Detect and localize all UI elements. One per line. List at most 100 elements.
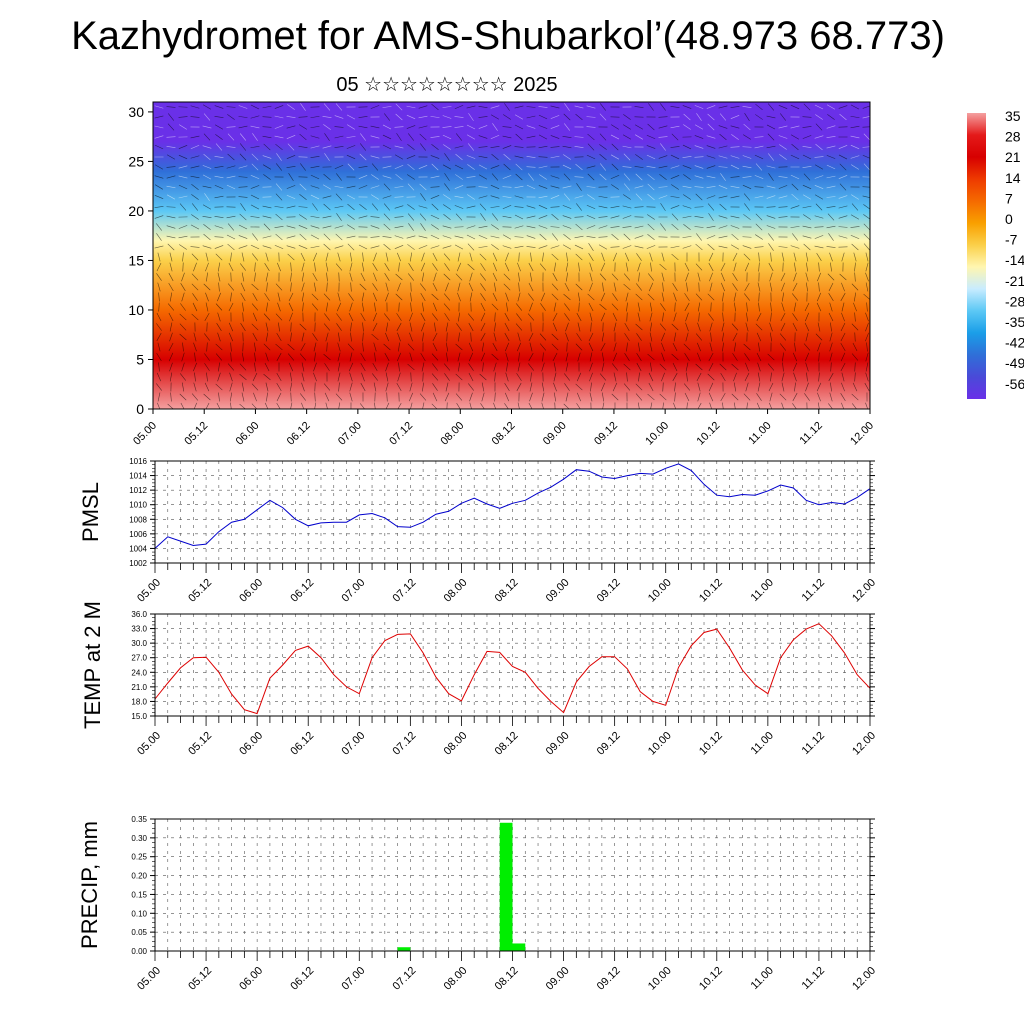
wind-barb — [228, 322, 234, 332]
wind-barb — [311, 293, 319, 301]
wind-barb — [563, 123, 571, 131]
y-tick-label: 0.30 — [131, 834, 147, 843]
wind-barb — [838, 175, 848, 179]
wind-barb — [706, 145, 716, 149]
wind-barb — [766, 124, 776, 130]
wind-barb — [841, 402, 845, 409]
wind-barb — [432, 263, 438, 271]
wind-barb — [694, 206, 704, 208]
wind-barb — [337, 292, 341, 302]
colorbar-label: -7 — [1005, 232, 1018, 248]
wind-barb — [398, 362, 400, 372]
wind-barb — [335, 233, 343, 241]
wind-barb — [550, 185, 560, 189]
wind-barb — [214, 225, 224, 229]
wind-barb — [218, 282, 220, 292]
wind-barb — [204, 382, 210, 392]
page-subtitle: 05 ☆☆☆☆☆☆☆☆ 2025 — [336, 74, 558, 96]
wind-barb — [659, 363, 667, 371]
wind-barb — [623, 363, 631, 371]
x-tick-label: 11.12 — [800, 730, 827, 757]
wind-barb — [565, 262, 569, 272]
wind-barb — [214, 166, 224, 168]
wind-barb — [443, 253, 451, 261]
wind-barb — [347, 124, 355, 130]
wind-barb — [394, 205, 404, 209]
wind-barb — [230, 342, 232, 352]
wind-barb — [781, 402, 784, 409]
y-axis-label: PRECIP, mm — [77, 821, 102, 949]
wind-barb — [156, 233, 162, 241]
wind-barb — [240, 203, 246, 211]
wind-barb — [577, 322, 581, 332]
wind-barb — [611, 363, 619, 371]
wind-barb — [370, 105, 380, 109]
x-tick-label: 05.12 — [186, 730, 214, 758]
wind-barb — [478, 195, 488, 199]
wind-barb — [214, 245, 224, 249]
wind-barb — [167, 403, 174, 409]
wind-barb — [191, 273, 199, 281]
wind-barb — [313, 282, 317, 292]
wind-barb — [323, 383, 331, 391]
wind-barb — [322, 225, 332, 229]
wind-barb — [385, 362, 389, 372]
wind-barb — [431, 103, 439, 111]
wind-barb — [480, 312, 486, 322]
wind-barb — [563, 293, 571, 301]
wind-barb — [506, 302, 508, 312]
wind-barb — [166, 175, 176, 179]
wind-barb — [432, 383, 438, 391]
wind-barb — [240, 292, 246, 302]
wind-barb — [637, 342, 641, 352]
wind-barb — [637, 402, 640, 409]
wind-barb — [600, 382, 606, 392]
wind-barb — [299, 323, 307, 331]
wind-barb — [623, 173, 631, 181]
wind-barb — [661, 352, 665, 362]
wind-barb — [373, 272, 377, 282]
wind-barb — [550, 206, 560, 208]
wind-barb — [157, 342, 161, 352]
wind-barb — [238, 176, 248, 178]
wind-barb — [265, 352, 269, 362]
wind-barb — [168, 282, 174, 292]
wind-barb — [276, 392, 282, 402]
wind-barb — [238, 165, 248, 169]
wind-barb — [480, 263, 486, 271]
wind-barb — [526, 156, 536, 158]
wind-barb — [418, 235, 428, 239]
wind-barb — [793, 262, 797, 272]
wind-barb — [430, 234, 440, 240]
wind-barb — [646, 134, 656, 140]
wind-barb — [204, 193, 210, 201]
wind-barb — [431, 143, 439, 151]
wind-barb — [493, 262, 497, 272]
wind-barb — [300, 103, 306, 111]
wind-barb — [215, 343, 223, 351]
wind-barb — [622, 215, 632, 219]
cs-ytick-label: 15 — [128, 252, 144, 268]
wind-barb — [767, 103, 775, 111]
wind-barb — [394, 235, 404, 239]
colorbar-gradient — [967, 113, 986, 399]
wind-barb — [358, 185, 368, 189]
wind-barb — [455, 133, 463, 141]
wind-barb — [694, 216, 704, 218]
wind-barb — [730, 215, 740, 219]
wind-barb — [707, 123, 715, 131]
wind-barb — [481, 342, 485, 352]
wind-barb — [551, 293, 559, 301]
wind-barb — [301, 402, 305, 409]
cs-xtick-label: 11.00 — [746, 420, 773, 447]
wind-barb — [530, 252, 532, 262]
wind-barb — [301, 282, 305, 292]
wind-barb — [275, 213, 283, 221]
wind-barb — [562, 205, 572, 209]
wind-barb — [516, 342, 522, 352]
cs-xtick-label: 12.00 — [848, 420, 876, 448]
x-tick-label: 11.12 — [800, 965, 827, 992]
wind-barb — [262, 135, 272, 139]
wind-barb — [215, 383, 223, 391]
